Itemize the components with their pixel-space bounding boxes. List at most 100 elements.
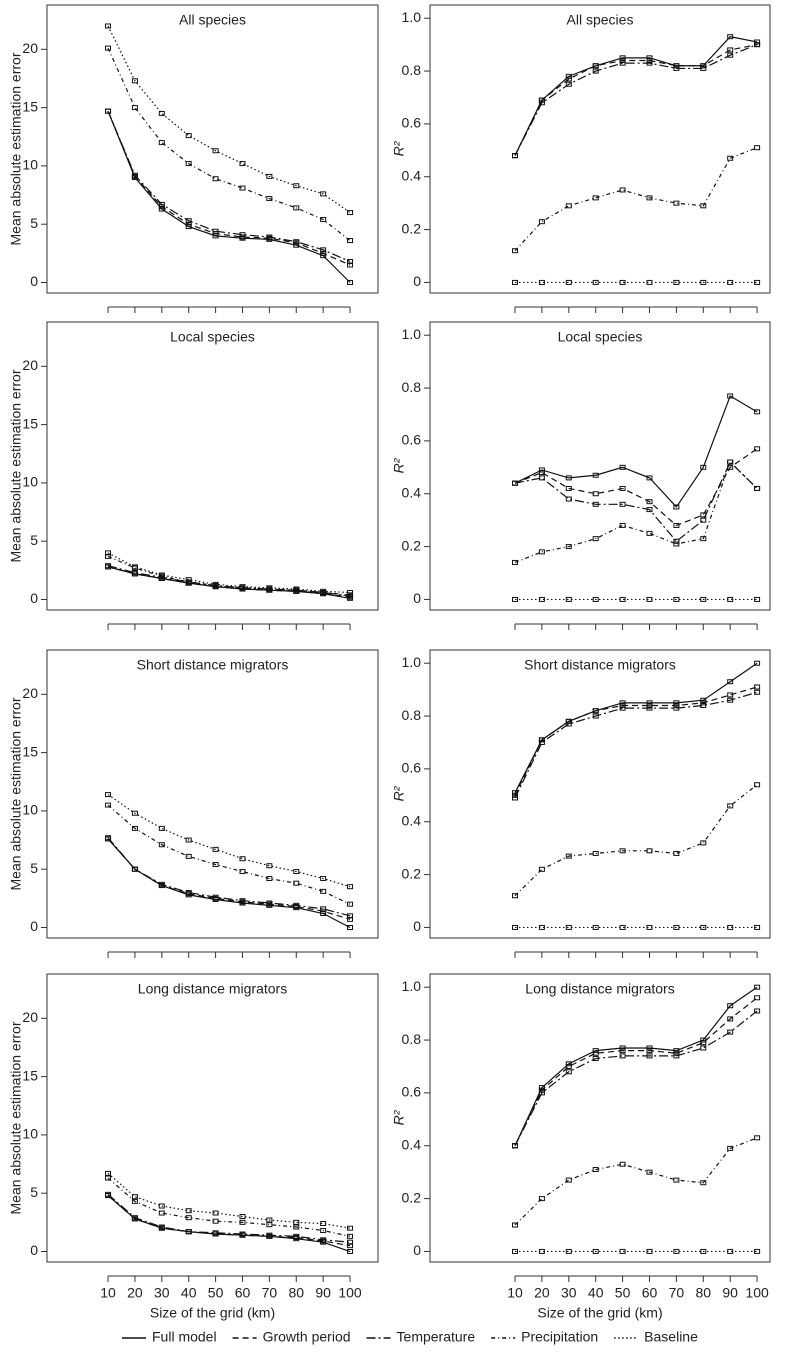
point-marker	[105, 1175, 112, 1181]
series-line	[107, 1195, 351, 1247]
point-marker	[212, 862, 219, 868]
y-tick-label: 0.8	[402, 707, 422, 723]
y-tick-label: 20	[22, 1009, 38, 1025]
series-line	[514, 460, 758, 563]
point-marker	[754, 995, 761, 1001]
point-marker	[727, 924, 734, 930]
point-marker	[293, 902, 300, 908]
point-marker	[293, 1233, 300, 1239]
point-marker	[673, 1177, 680, 1183]
point-marker	[239, 856, 246, 862]
point-marker	[754, 924, 761, 930]
point-marker	[592, 279, 599, 285]
point-marker	[512, 924, 518, 930]
point-marker	[212, 148, 219, 154]
point-marker	[700, 63, 707, 69]
point-marker	[673, 200, 680, 206]
point-marker	[185, 890, 192, 896]
point-marker	[158, 140, 165, 146]
point-marker	[565, 1069, 572, 1075]
point-marker	[185, 221, 192, 227]
y-tick-label: 5	[30, 532, 38, 548]
series-line	[514, 1010, 758, 1147]
point-marker	[673, 1248, 680, 1254]
series-line	[514, 784, 758, 897]
point-marker	[158, 201, 165, 207]
point-marker	[347, 259, 354, 265]
point-marker	[565, 1248, 572, 1254]
plot-frame	[429, 321, 771, 611]
point-marker	[700, 702, 707, 708]
point-marker	[565, 721, 572, 727]
y-axis-label: R²	[391, 785, 407, 801]
series-line	[107, 47, 351, 242]
point-marker	[512, 279, 518, 285]
point-marker	[347, 1225, 354, 1231]
y-tick-label: 0.4	[402, 484, 422, 500]
point-marker	[700, 203, 707, 209]
point-marker	[131, 1215, 138, 1221]
point-marker	[619, 705, 626, 711]
point-marker	[754, 782, 761, 788]
point-marker	[239, 869, 246, 875]
y-tick-label: 20	[22, 685, 38, 701]
point-marker	[185, 577, 192, 583]
point-marker	[347, 1249, 354, 1255]
point-marker	[538, 1196, 545, 1202]
series-line	[107, 565, 351, 597]
point-marker	[592, 472, 599, 478]
point-marker	[727, 155, 734, 161]
series-line	[514, 395, 758, 508]
point-marker	[646, 1053, 653, 1059]
x-tick-label: 40	[588, 1285, 604, 1301]
point-marker	[646, 700, 653, 706]
panel-title: Long distance migrators	[138, 981, 287, 997]
series-line	[514, 36, 758, 156]
point-marker	[727, 679, 734, 685]
point-marker	[293, 183, 300, 189]
x-tick-label: 10	[507, 1285, 523, 1301]
point-marker	[592, 1056, 599, 1062]
point-marker	[105, 553, 112, 559]
point-marker	[565, 81, 572, 87]
point-marker	[347, 590, 354, 596]
point-marker	[320, 588, 327, 594]
point-marker	[347, 1243, 354, 1249]
y-tick-label: 0.2	[402, 537, 422, 553]
point-marker	[158, 1210, 165, 1216]
point-marker	[105, 563, 112, 569]
x-tick-label: 20	[127, 1285, 143, 1301]
point-marker	[700, 464, 707, 470]
y-axis-label: Mean absolute estimation error	[8, 52, 24, 245]
point-marker	[619, 1048, 626, 1054]
point-marker	[512, 480, 518, 486]
point-marker	[185, 1229, 192, 1235]
point-marker	[512, 893, 518, 899]
y-tick-label: 0.2	[402, 1189, 422, 1205]
point-marker	[673, 522, 680, 528]
point-marker	[646, 848, 653, 854]
y-tick-label: 15	[22, 98, 38, 114]
point-marker	[565, 76, 572, 82]
y-tick-label: 0.8	[402, 62, 422, 78]
y-tick-label: 0.6	[402, 1084, 422, 1100]
point-marker	[646, 60, 653, 66]
y-tick-label: 5	[30, 1184, 38, 1200]
series-line	[514, 1137, 758, 1226]
point-marker	[646, 924, 653, 930]
panel-title: Long distance migrators	[525, 981, 674, 997]
series-line	[107, 110, 351, 283]
panel: Long distance migrators Mean absolute est…	[8, 973, 379, 1321]
point-marker	[700, 1045, 707, 1051]
point-marker	[212, 228, 219, 234]
point-marker	[105, 835, 112, 841]
point-marker	[266, 234, 273, 240]
y-tick-label: 20	[22, 40, 38, 56]
series-line	[107, 838, 351, 929]
point-marker	[700, 1180, 707, 1186]
series-line	[514, 147, 758, 252]
panel: All species Mean absolute estimation erro…	[8, 4, 379, 313]
point-marker	[212, 581, 219, 587]
point-marker	[185, 1208, 192, 1214]
series-line	[514, 461, 758, 543]
